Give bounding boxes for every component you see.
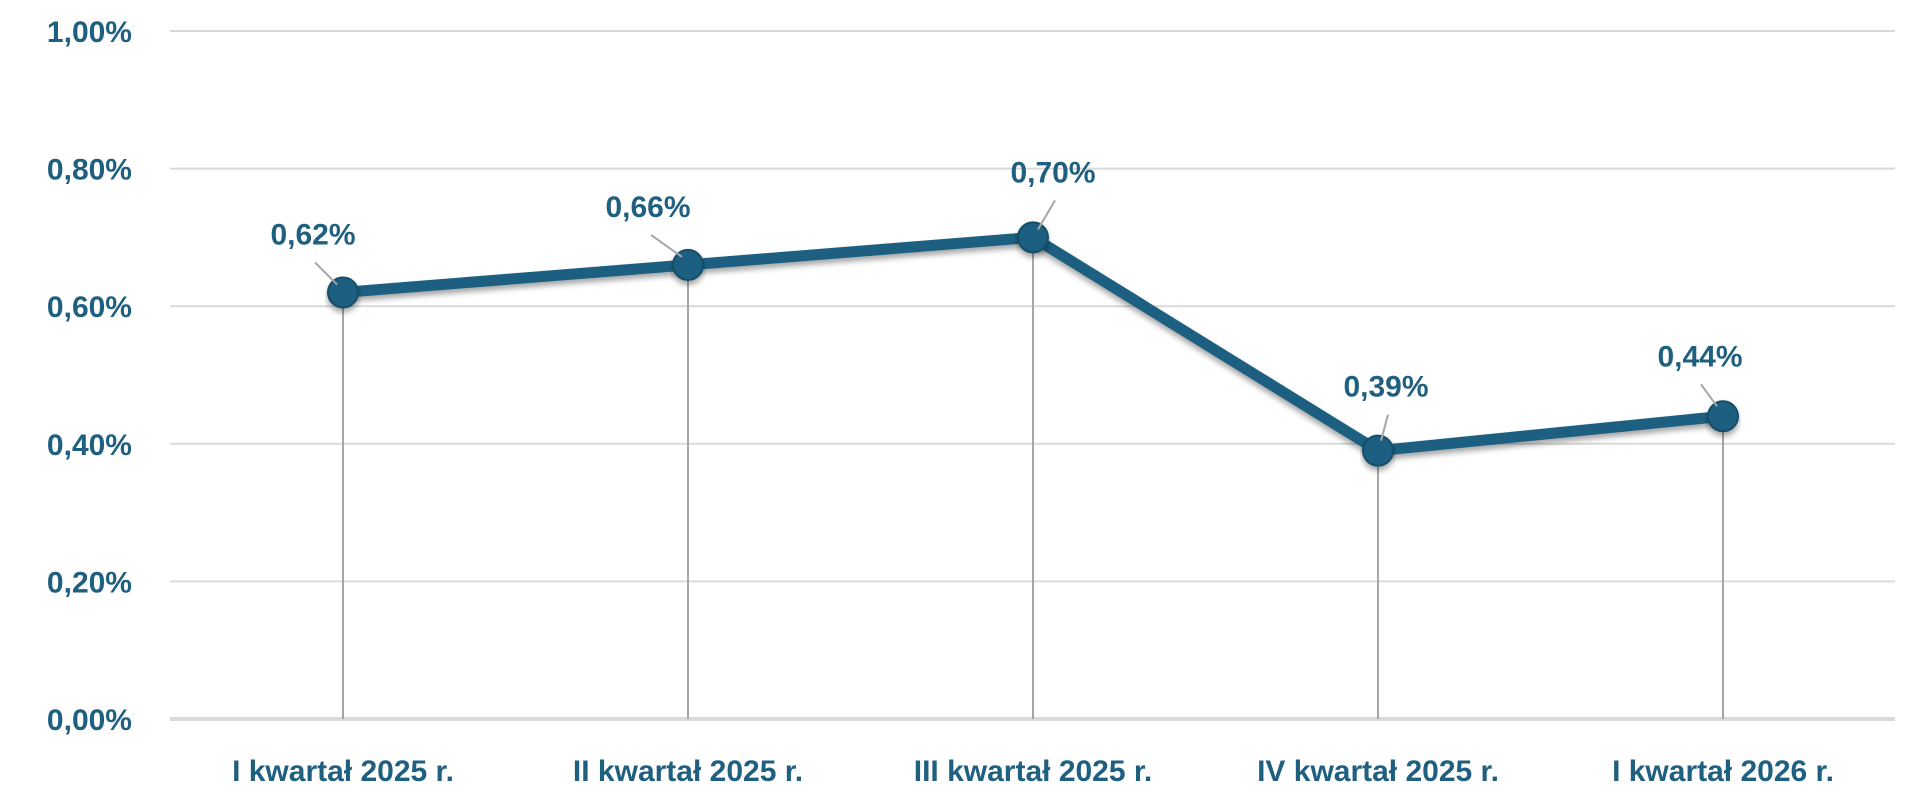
drop-lines <box>342 237 1724 719</box>
data-label: 0,70% <box>1010 156 1095 189</box>
y-tick-label: 0,20% <box>47 566 132 599</box>
y-tick-label: 1,00% <box>47 16 132 49</box>
leader-line <box>314 261 338 286</box>
y-tick-label: 0,00% <box>47 704 132 737</box>
data-label: 0,62% <box>270 218 355 251</box>
x-tick-label: II kwartał 2025 r. <box>573 755 803 788</box>
data-point <box>327 276 359 309</box>
data-labels: 0,62% 0,66% 0,70% 0,39% 0,44% <box>270 156 1743 441</box>
x-tick-label: III kwartał 2025 r. <box>914 755 1153 788</box>
data-label: 0,66% <box>605 191 690 224</box>
leader-line <box>1700 383 1718 407</box>
data-point <box>1362 434 1394 467</box>
leader-line <box>650 234 683 258</box>
series-group <box>327 221 1739 467</box>
x-tick-label: I kwartał 2025 r. <box>232 755 454 788</box>
leader-line <box>1037 199 1056 230</box>
data-point <box>672 248 704 281</box>
x-axis-tick-labels: I kwartał 2025 r. II kwartał 2025 r. III k… <box>232 755 1834 788</box>
data-point <box>1707 400 1739 433</box>
x-tick-label: IV kwartał 2025 r. <box>1257 755 1499 788</box>
y-tick-label: 0,40% <box>47 429 132 462</box>
y-tick-label: 0,60% <box>47 291 132 324</box>
x-tick-label: I kwartał 2026 r. <box>1612 755 1834 788</box>
data-point <box>1017 221 1049 254</box>
data-label: 0,44% <box>1657 340 1742 373</box>
y-axis-tick-labels: 0,00% 0,20% 0,40% 0,60% 0,80% 1,00% <box>47 16 132 737</box>
data-label: 0,39% <box>1343 371 1428 404</box>
leader-line <box>1380 414 1389 441</box>
y-tick-label: 0,80% <box>47 154 132 187</box>
